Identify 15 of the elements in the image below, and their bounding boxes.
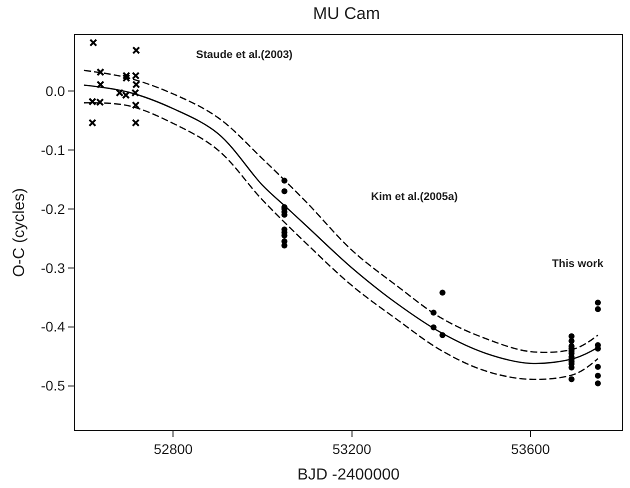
annotation: Kim et al.(2005a) [371, 191, 458, 203]
y-tick-label: 0.0 [46, 82, 66, 99]
chart-title: MU Cam [312, 4, 380, 24]
annotation: This work [552, 258, 604, 270]
y-tick-label: -0.1 [40, 142, 66, 158]
y-tick-label: -0.2 [40, 200, 66, 217]
y-axis-title: O-C (cycles) [10, 188, 28, 277]
x-tick-label: 53200 [332, 441, 372, 457]
x-tick-label: 52800 [154, 441, 193, 457]
y-tick-label: -0.5 [40, 378, 66, 394]
y-tick-label: -0.4 [40, 318, 66, 335]
annotation: Staude et al.(2003) [196, 49, 293, 61]
y-tick-label: -0.3 [40, 260, 66, 276]
x-axis-title: BJD -2400000 [297, 466, 400, 484]
x-tick-label: 53600 [510, 441, 550, 457]
